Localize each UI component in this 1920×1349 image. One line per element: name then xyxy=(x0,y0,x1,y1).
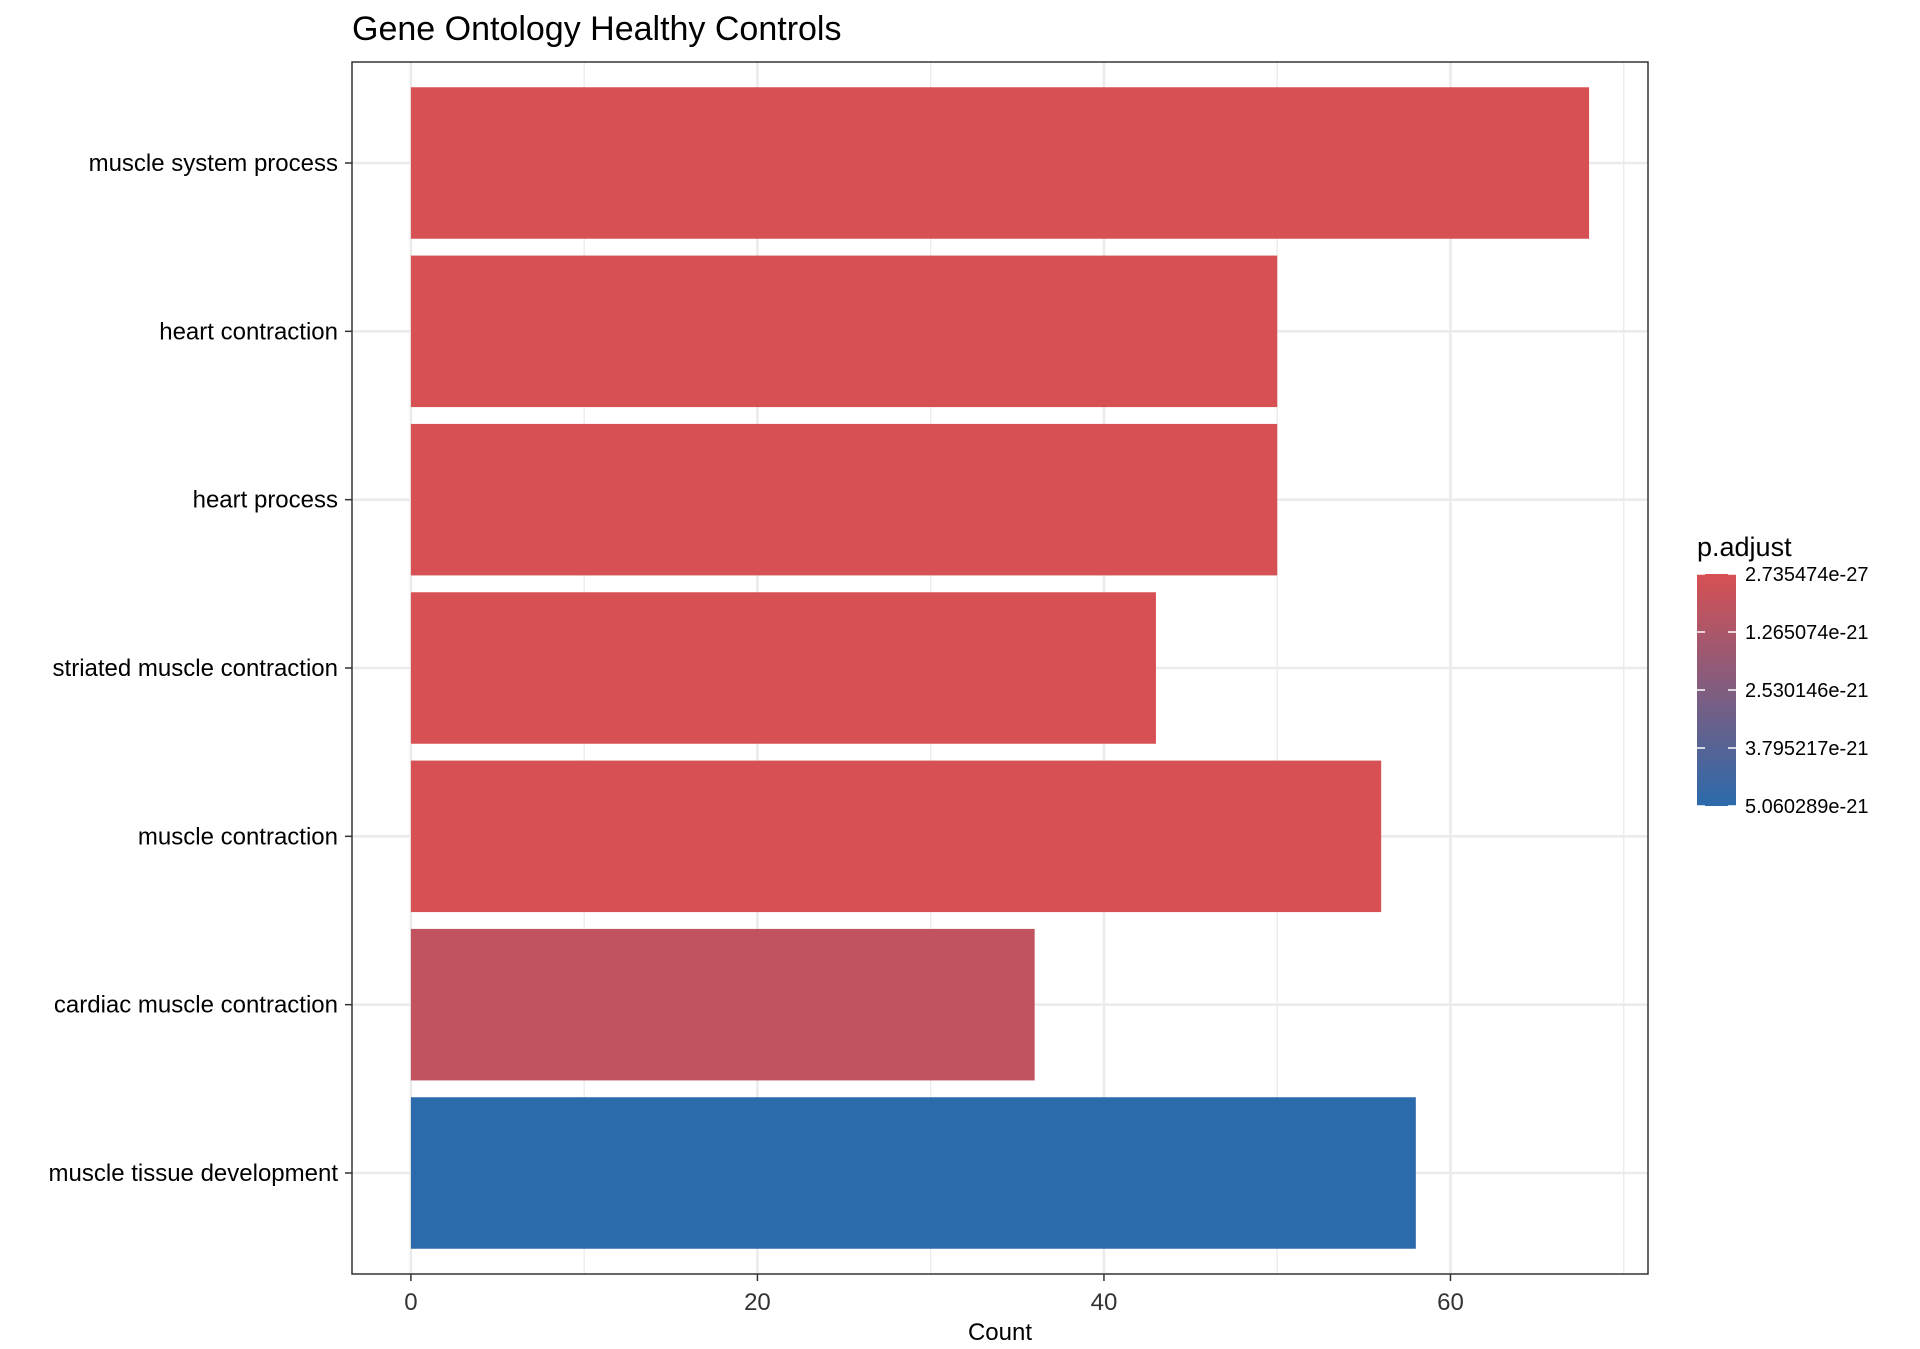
y-tick-label: muscle tissue development xyxy=(49,1160,339,1187)
bar xyxy=(410,423,1278,576)
bar xyxy=(410,87,1590,239)
x-tick-label: 0 xyxy=(404,1289,417,1316)
axes: muscle system process heart contraction he… xyxy=(49,150,1464,1316)
bar xyxy=(410,760,1382,913)
chart-title: Gene Ontology Healthy Controls xyxy=(352,10,841,48)
legend-title: p.adjust xyxy=(1697,532,1792,562)
bar xyxy=(410,928,1035,1081)
y-tick-label: muscle contraction xyxy=(138,823,338,850)
legend-label: 1.265074e-21 xyxy=(1745,622,1868,644)
y-tick-label: muscle system process xyxy=(89,150,338,177)
y-tick-label: striated muscle contraction xyxy=(53,655,338,682)
bars xyxy=(410,87,1590,1249)
legend-ticks: 2.735474e-27 1.265074e-21 2.530146e-21 3.79… xyxy=(1697,564,1868,818)
legend-label: 2.735474e-27 xyxy=(1745,564,1868,586)
y-tick-label: heart process xyxy=(193,487,338,514)
bar xyxy=(410,592,1156,744)
x-axis-title: Count xyxy=(968,1319,1032,1344)
y-tick-label: cardiac muscle contraction xyxy=(54,992,338,1019)
y-tick-label: heart contraction xyxy=(159,318,338,345)
legend-label: 3.795217e-21 xyxy=(1745,738,1868,760)
legend-label: 2.530146e-21 xyxy=(1745,680,1868,702)
legend-label: 5.060289e-21 xyxy=(1745,796,1868,818)
x-tick-label: 20 xyxy=(744,1289,771,1316)
bar xyxy=(410,255,1278,408)
bar xyxy=(410,1097,1416,1249)
x-tick-label: 40 xyxy=(1091,1289,1118,1316)
x-tick-label: 60 xyxy=(1437,1289,1464,1316)
legend: p.adjust 2.735474e-27 1.265074e-21 2.53014… xyxy=(1697,532,1868,818)
